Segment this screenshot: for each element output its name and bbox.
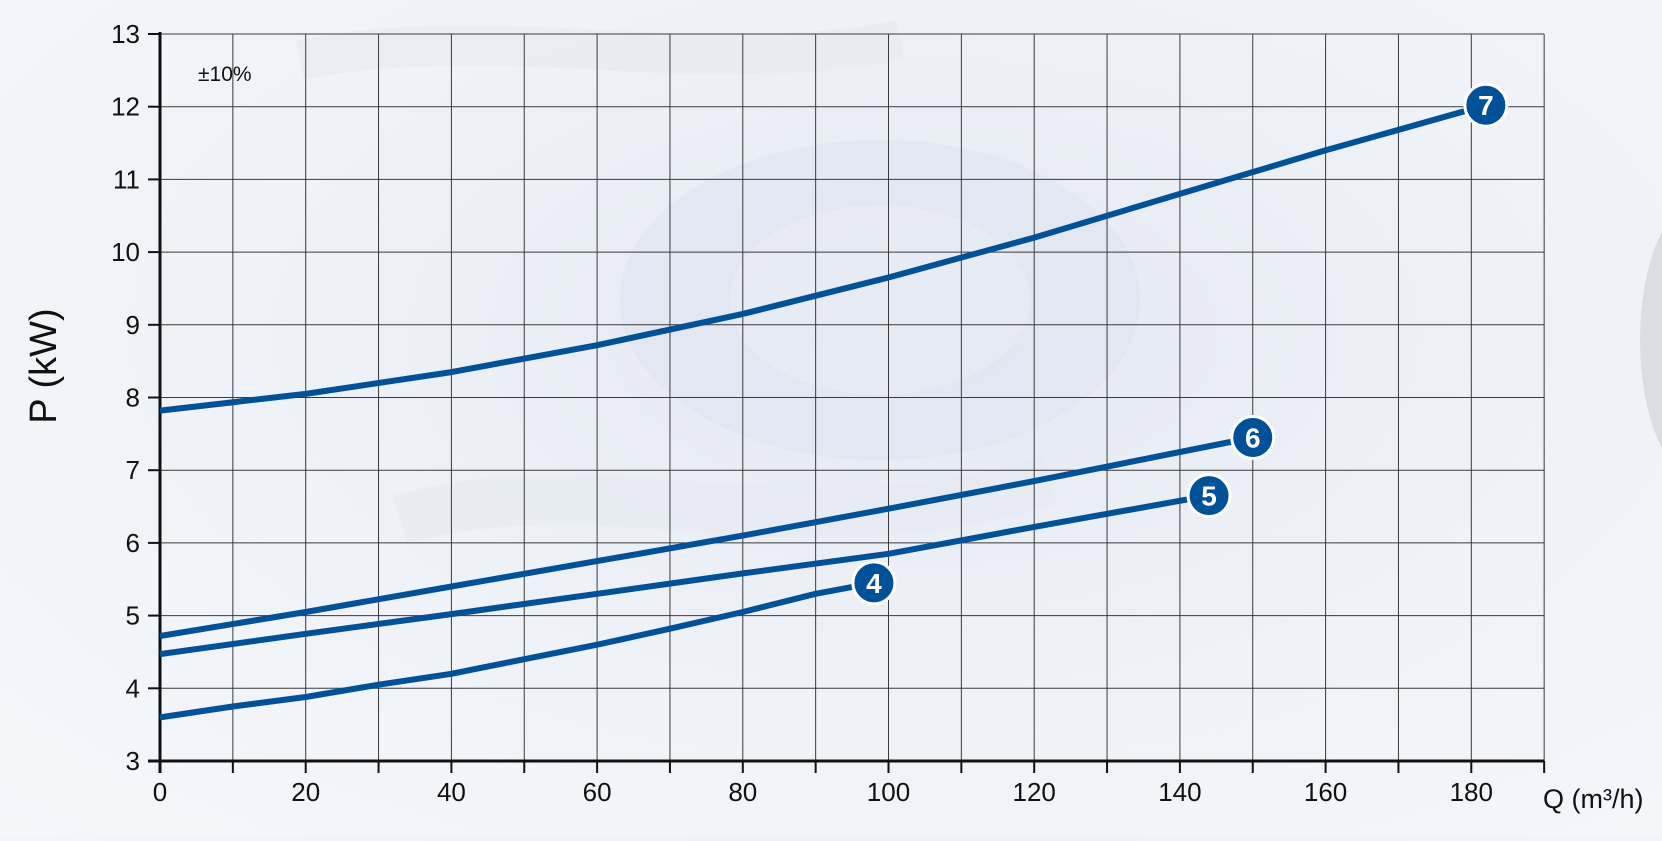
- x-tick-label: 140: [1158, 777, 1201, 807]
- series-marker-6: [1230, 414, 1276, 460]
- y-tick-label: 3: [126, 746, 140, 776]
- tolerance-annotation: ±10%: [198, 63, 252, 86]
- series-marker-7: [1463, 82, 1509, 128]
- y-tick-label: 10: [111, 237, 140, 267]
- x-tick-label: 120: [1013, 777, 1056, 807]
- x-tick-label: 60: [583, 777, 612, 807]
- series-label-7: 7: [1478, 90, 1494, 121]
- y-tick-label: 6: [126, 528, 140, 558]
- x-tick-label: 180: [1450, 777, 1493, 807]
- y-tick-label: 13: [111, 19, 140, 49]
- x-tick-label: 20: [291, 777, 320, 807]
- series-label-4: 4: [866, 568, 882, 599]
- x-tick-label: 80: [728, 777, 757, 807]
- series-marker-5: [1186, 473, 1232, 519]
- series-line-6: [159, 434, 1254, 639]
- x-axis-label: Q (m³/h): [1543, 784, 1644, 814]
- y-tick-label: 11: [113, 164, 140, 194]
- series-line-4: [159, 579, 875, 721]
- x-tick-label: 100: [867, 777, 910, 807]
- series-label-5: 5: [1201, 481, 1217, 512]
- x-tick-label: 0: [153, 777, 167, 807]
- series-marker-4: [851, 560, 897, 606]
- series-line-7: [159, 102, 1487, 414]
- series-label-6: 6: [1245, 422, 1261, 453]
- y-tick-label: 8: [126, 383, 140, 413]
- y-tick-label: 12: [111, 92, 140, 122]
- y-axis-label: P (kW): [23, 308, 65, 423]
- series-line-5: [159, 492, 1210, 658]
- y-tick-label: 9: [126, 310, 140, 340]
- x-tick-label: 40: [437, 777, 466, 807]
- x-tick-label: 160: [1304, 777, 1347, 807]
- y-tick-label: 4: [126, 673, 140, 703]
- y-tick-label: 5: [126, 601, 140, 631]
- y-tick-label: 7: [126, 455, 140, 485]
